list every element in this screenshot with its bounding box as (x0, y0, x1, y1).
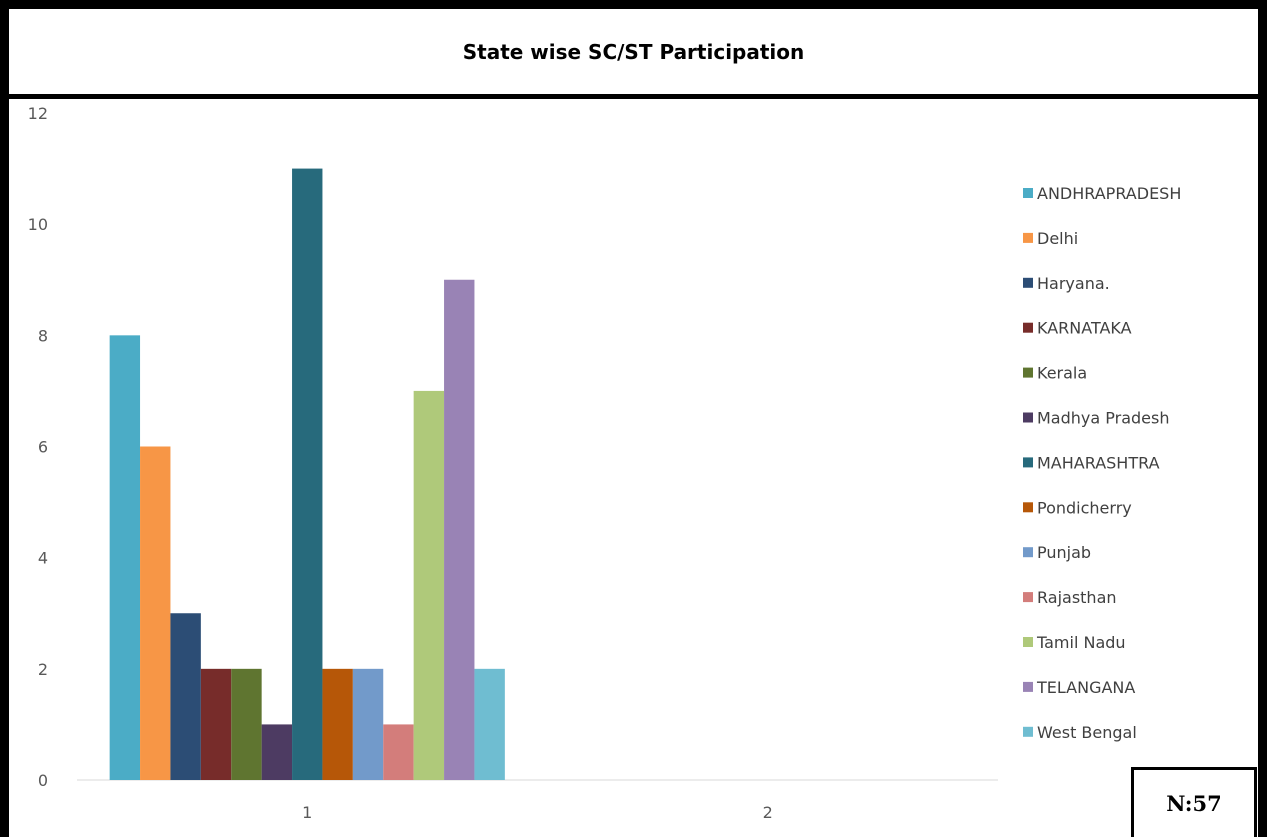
sample-size-label: N:57 (1166, 791, 1222, 816)
legend-entry: MAHARASHTRA (1023, 453, 1160, 472)
y-tick-label: 4 (38, 549, 48, 568)
legend-swatch (1023, 277, 1033, 288)
legend-label: Tamil Nadu (1036, 633, 1126, 652)
legend-entry: Haryana. (1023, 274, 1110, 293)
legend-label: ANDHRAPRADESH (1037, 184, 1181, 203)
y-tick-label: 0 (38, 771, 48, 790)
legend-label: Haryana. (1037, 274, 1110, 293)
bars (109, 168, 505, 781)
legend-swatch (1023, 188, 1033, 198)
bar (413, 390, 445, 780)
sample-size-box: N:57 (1131, 767, 1257, 837)
bar (352, 668, 384, 780)
bar (231, 668, 262, 780)
legend-swatch (1023, 726, 1033, 737)
legend-label: Rajasthan (1037, 588, 1117, 607)
legend-label: Punjab (1037, 543, 1091, 562)
legend-swatch (1023, 681, 1033, 692)
legend-label: Madhya Pradesh (1037, 409, 1170, 428)
y-tick-label: 10 (28, 215, 48, 234)
legend-entry: Pondicherry (1023, 498, 1132, 517)
legend-entry: TELANGANA (1023, 678, 1135, 697)
legend-swatch (1023, 367, 1033, 378)
legend: ANDHRAPRADESH Delhi Haryana. KARNATAKA Keral… (1023, 184, 1181, 742)
y-tick-label: 2 (38, 660, 48, 679)
bar (200, 668, 232, 780)
legend-entry: Delhi (1023, 229, 1078, 248)
y-tick-label: 12 (28, 104, 48, 123)
x-tick-label: 2 (763, 803, 773, 822)
legend-swatch (1023, 457, 1033, 468)
legend-label: MAHARASHTRA (1037, 453, 1160, 472)
legend-entry: KARNATAKA (1023, 319, 1132, 338)
bar (292, 168, 323, 781)
bar (170, 613, 201, 780)
legend-swatch (1023, 637, 1033, 647)
bar (261, 724, 293, 780)
legend-swatch (1023, 592, 1033, 603)
y-tick-label: 8 (38, 326, 48, 345)
bar (474, 668, 505, 780)
bar (109, 335, 141, 780)
bar (383, 724, 414, 780)
legend-label: West Bengal (1037, 723, 1137, 742)
legend-swatch (1023, 547, 1033, 558)
chart-title: State wise SC/ST Participation (462, 39, 805, 64)
legend-entry: Punjab (1023, 543, 1091, 562)
bar (322, 668, 353, 780)
legend-swatch (1023, 412, 1033, 423)
bar (444, 279, 475, 780)
y-axis-ticks: 0 2 4 6 8 10 12 (28, 104, 48, 790)
legend-entry: Madhya Pradesh (1023, 409, 1170, 428)
legend-entry: ANDHRAPRADESH (1023, 184, 1181, 203)
legend-entry: West Bengal (1023, 723, 1137, 742)
legend-entry: Tamil Nadu (1023, 633, 1126, 652)
legend-entry: Rajasthan (1023, 588, 1117, 607)
y-tick-label: 6 (38, 438, 48, 457)
legend-swatch (1023, 502, 1033, 513)
legend-swatch (1023, 322, 1033, 333)
legend-label: KARNATAKA (1037, 319, 1132, 338)
bar (140, 446, 171, 780)
legend-entry: Kerala (1023, 364, 1087, 383)
legend-label: Delhi (1037, 229, 1078, 248)
title-box: State wise SC/ST Participation (9, 9, 1258, 99)
legend-label: Kerala (1037, 364, 1087, 383)
legend-swatch (1023, 232, 1033, 243)
legend-label: Pondicherry (1037, 498, 1132, 517)
x-tick-label: 1 (302, 803, 312, 822)
legend-label: TELANGANA (1036, 678, 1135, 697)
